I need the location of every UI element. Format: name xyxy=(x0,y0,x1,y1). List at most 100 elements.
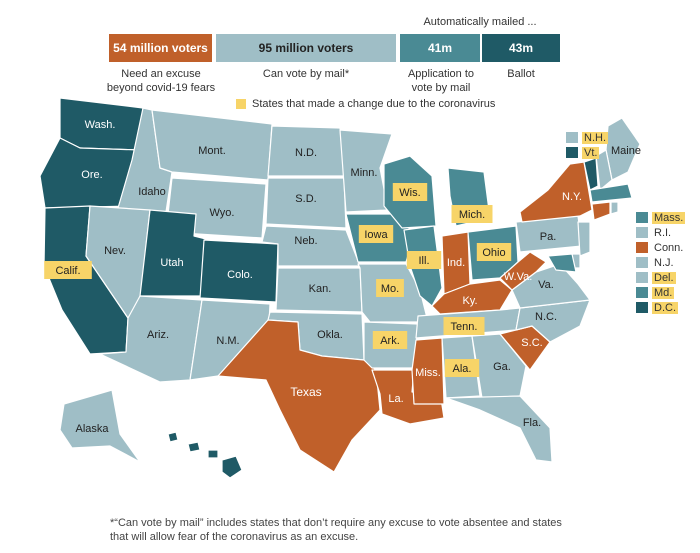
northeast-label-nj: N.J. xyxy=(654,256,674,269)
state-label-nd: N.D. xyxy=(295,147,317,159)
change-swatch xyxy=(236,99,246,109)
northeast-swatch-conn xyxy=(636,242,648,253)
state-label-ky: Ky. xyxy=(462,295,477,307)
state-shape-ri xyxy=(610,201,619,215)
state-label-utah: Utah xyxy=(160,257,183,269)
state-shape-vt xyxy=(583,157,599,191)
northeast-item-ri: R.I. xyxy=(636,225,685,240)
state-shape-neb xyxy=(261,225,361,267)
change-highlight-ill xyxy=(406,251,442,269)
state-label-okla: Okla. xyxy=(317,329,343,341)
state-shape-ga xyxy=(471,333,527,399)
change-highlight-mo xyxy=(376,279,404,297)
state-label-ind: Ind. xyxy=(447,257,465,269)
state-shape-md xyxy=(547,253,577,273)
legend-segment-excuse-value: 54 million voters xyxy=(113,41,208,55)
state-label-wash: Wash. xyxy=(85,119,116,131)
change-highlight-mich xyxy=(451,205,493,223)
legend-segment-application-value: 41m xyxy=(427,41,453,55)
state-shape-hawaii-1 xyxy=(167,431,179,443)
state-label-maine: Maine xyxy=(611,145,641,157)
legend-label-application: Application to vote by mail xyxy=(407,68,475,94)
state-shape-wva xyxy=(499,251,547,291)
change-legend: States that made a change due to the cor… xyxy=(236,98,495,110)
change-highlight-wis xyxy=(392,183,428,201)
state-label-minn: Minn. xyxy=(351,167,378,179)
northeast-label-md: Md. xyxy=(652,286,675,299)
legend-label-ballot: Ballot xyxy=(507,68,535,80)
change-highlight-ohio xyxy=(476,243,512,261)
northeast-item-del: Del. xyxy=(636,270,685,285)
state-label-pa: Pa. xyxy=(540,231,557,243)
northeast-item-vt: Vt. xyxy=(566,145,608,160)
northeast-item-mass: Mass. xyxy=(636,210,686,225)
state-label-miss: Miss. xyxy=(415,367,441,379)
state-label-ill: Ill. xyxy=(419,255,430,267)
auto-mailed-title: Automatically mailed ... xyxy=(423,16,537,28)
northeast-item-conn: Conn. xyxy=(636,240,685,255)
legend-segment-can-vote-value: 95 million voters xyxy=(258,41,354,55)
northeast-swatch-nj xyxy=(636,257,648,268)
state-shape-mont xyxy=(151,109,273,181)
state-label-va: Va. xyxy=(538,279,554,291)
northeast-top-list: N.H. Vt. xyxy=(566,130,608,160)
state-label-iowa: Iowa xyxy=(364,229,388,241)
change-highlight-tenn xyxy=(443,317,485,335)
state-label-mo: Mo. xyxy=(381,283,399,295)
state-label-ala: Ala. xyxy=(453,363,472,375)
change-highlight-ala xyxy=(444,359,480,377)
state-label-mont: Mont. xyxy=(198,145,226,157)
state-shape-mass xyxy=(589,183,633,203)
northeast-swatch-nh xyxy=(566,132,578,143)
state-label-calif: Calif. xyxy=(55,265,80,277)
footnote: *“Can vote by mail” includes states that… xyxy=(110,517,562,543)
state-label-wva: W.Va. xyxy=(504,271,533,283)
state-label-ohio: Ohio xyxy=(482,247,505,259)
state-shape-nj xyxy=(577,221,591,257)
state-label-ny: N.Y. xyxy=(562,191,582,203)
state-label-ore: Ore. xyxy=(81,169,102,181)
legend-segment-can-vote: 95 million voters xyxy=(216,34,396,62)
state-shape-hawaii-3 xyxy=(207,449,219,459)
northeast-item-nh: N.H. xyxy=(566,130,608,145)
state-label-nc: N.C. xyxy=(535,311,557,323)
northeast-label-dc: D.C. xyxy=(652,301,678,314)
state-label-fla: Fla. xyxy=(523,417,541,429)
state-label-la: La. xyxy=(388,393,403,405)
state-shape-texas xyxy=(217,319,381,473)
northeast-swatch-md xyxy=(636,287,648,298)
northeast-item-md: Md. xyxy=(636,285,685,300)
state-label-nev: Nev. xyxy=(104,245,126,257)
state-label-nm: N.M. xyxy=(216,335,239,347)
state-label-sc: S.C. xyxy=(521,337,542,349)
northeast-item-dc: D.C. xyxy=(636,300,685,315)
state-label-ga: Ga. xyxy=(493,361,511,373)
state-shape-alaska xyxy=(59,389,141,463)
state-shape-miss xyxy=(411,337,445,405)
change-legend-text: States that made a change due to the cor… xyxy=(252,98,496,110)
legend-segment-ballot-value: 43m xyxy=(508,41,534,55)
change-highlight-calif xyxy=(44,261,92,279)
legend-segment-ballot: 43m xyxy=(482,34,560,62)
state-shape-hawaii-2 xyxy=(187,441,201,453)
state-shape-fla xyxy=(445,395,553,463)
legend-segment-excuse: 54 million voters xyxy=(109,34,212,62)
northeast-label-conn: Conn. xyxy=(654,241,684,254)
state-label-kan: Kan. xyxy=(309,283,332,295)
state-shape-conn xyxy=(591,201,611,221)
legend-label-can-vote: Can vote by mail* xyxy=(262,68,350,80)
state-label-ark: Ark. xyxy=(380,335,400,347)
northeast-label-mass: Mass. xyxy=(652,211,686,224)
northeast-label-nh: N.H. xyxy=(582,131,608,144)
northeast-swatch-vt xyxy=(566,147,578,158)
northeast-side-list: Mass. R.I. Conn. N.J. Del. Md. D.C. xyxy=(636,210,686,315)
northeast-swatch-ri xyxy=(636,227,648,238)
state-label-colo: Colo. xyxy=(227,269,253,281)
state-shape-nh xyxy=(595,149,613,191)
northeast-label-vt: Vt. xyxy=(582,146,600,159)
state-label-tenn: Tenn. xyxy=(451,321,478,333)
state-shape-ny xyxy=(519,161,593,223)
state-label-wyo: Wyo. xyxy=(210,207,235,219)
state-label-ariz: Ariz. xyxy=(147,329,169,341)
